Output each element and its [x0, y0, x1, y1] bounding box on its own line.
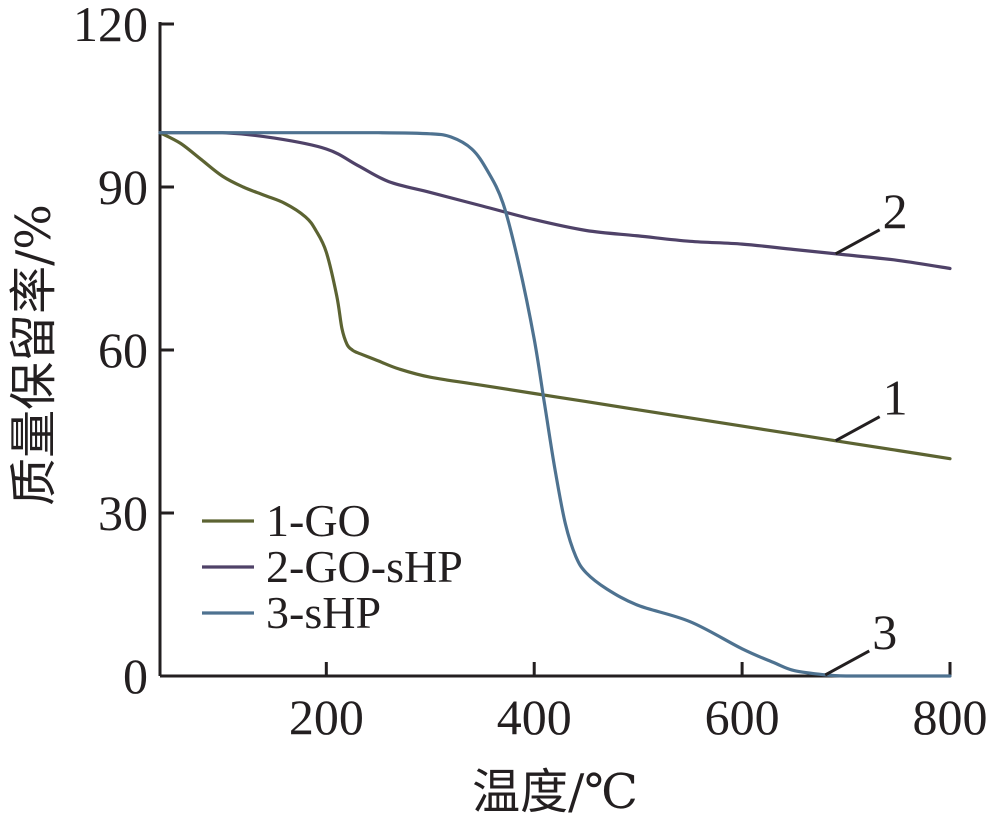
y-tick-label: 90: [98, 159, 148, 215]
y-tick-label: 0: [123, 648, 148, 704]
series-line-1: [158, 131, 952, 461]
callout-leader-1: [834, 415, 881, 443]
callout-label-1: 1: [883, 370, 908, 426]
y-tick-label: 60: [98, 322, 148, 378]
y-tick-label: 120: [73, 0, 148, 52]
x-tick-label: 200: [289, 689, 364, 745]
series-line-2: [158, 131, 952, 271]
legend-label-1: 1-GO: [266, 495, 371, 546]
series-line-3: [158, 131, 952, 678]
x-tick-label: 800: [913, 689, 988, 745]
callout-label-2: 2: [883, 183, 908, 239]
series-callouts: 1 2 3: [824, 183, 908, 677]
y-axis-title: 质量保留率/%: [6, 204, 62, 506]
ticks: 0 30 60 90 120 200 400 600 800: [73, 0, 988, 745]
callout-leader-3: [824, 649, 870, 677]
callout-label-3: 3: [872, 604, 897, 660]
legend-label-2: 2-GO-sHP: [266, 541, 463, 592]
y-tick-label: 30: [98, 485, 148, 541]
x-tick-label: 400: [497, 689, 572, 745]
series-lines: [158, 131, 952, 678]
x-axis-title: 温度/℃: [472, 764, 638, 815]
callout-leader-2: [834, 228, 881, 256]
x-tick-label: 600: [705, 689, 780, 745]
legend-label-3: 3-sHP: [266, 587, 381, 638]
